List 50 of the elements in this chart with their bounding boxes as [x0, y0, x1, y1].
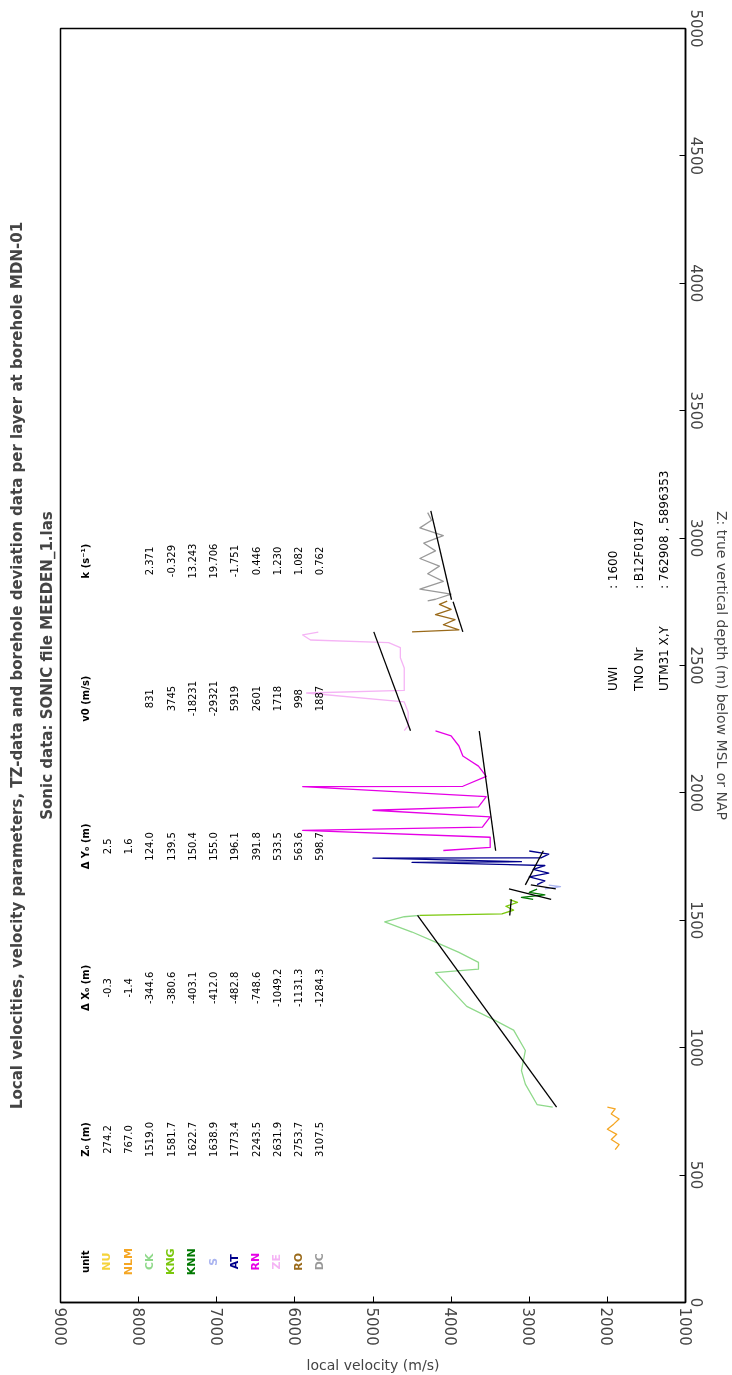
- x-tick-label: 8000: [128, 1307, 147, 1346]
- text: S: [206, 1257, 220, 1266]
- x-tick-label: 3000: [519, 1307, 538, 1346]
- text: RN: [249, 1252, 262, 1271]
- text: DC: [312, 1253, 326, 1271]
- text: CK: [142, 1252, 156, 1271]
- y-tick-label: 1500: [686, 901, 705, 940]
- y-tick-label: 1000: [686, 1028, 705, 1067]
- text: ZE: [270, 1253, 284, 1270]
- legend-label: NU: [100, 1252, 114, 1271]
- text: Sonic data: SONIC file MEEDEN_1.las: [37, 511, 56, 820]
- text: 1622.7 -403.1 150.4 -18231 13.243: [186, 543, 198, 1157]
- y-tick-label: 2000: [686, 773, 705, 812]
- text: 2753.7 -1131.3 563.6 998 1.082: [293, 546, 304, 1157]
- text: Local velocities, velocity parameters, TZ-data and borehole deviation data per layer at borehole MDN-01: [7, 221, 26, 1110]
- x-tick-label: 9000: [50, 1307, 69, 1346]
- text: AT: [227, 1253, 241, 1270]
- text: 3107.5 -1284.3 598.7 1887 0.762: [314, 546, 326, 1157]
- y-tick-label: 2500: [686, 646, 705, 685]
- text: UWI : 1600: [605, 550, 620, 691]
- y-tick-label: 0: [686, 1297, 705, 1308]
- x-tick-label: 6000: [284, 1307, 303, 1346]
- x-tick-label: 7000: [206, 1307, 225, 1346]
- y-tick-label: 5000: [686, 9, 705, 48]
- y-tick-label: 3500: [686, 391, 705, 430]
- text: 1638.9 -412.0 155.0 -29321 19.706: [208, 543, 219, 1157]
- x-tick-label: 2000: [597, 1307, 616, 1346]
- text: KNN: [185, 1248, 199, 1276]
- text: TNO Nr : B12F0187: [631, 520, 646, 691]
- text: 767.0 -1.4 1.6: [123, 838, 134, 1154]
- text: Z₀ (m) Δ X₀ (m) Δ Y₀ (m) v0 (m/s) k (s⁻¹): [80, 543, 91, 1157]
- text: NLM: [121, 1248, 135, 1276]
- text: 274.2 -0.3 2.5: [101, 838, 113, 1154]
- y-axis-title: Z: true vertical depth (m) below MSL or NAP: [713, 510, 730, 821]
- y-tick-label: 4000: [686, 264, 705, 303]
- x-tick-label: 4000: [441, 1307, 460, 1346]
- text: UTM31 X,Y : 762908 , 5896353: [657, 470, 672, 691]
- text: 1773.4 -482.8 196.1 5919 -1.751: [229, 544, 241, 1157]
- text: KNG: [164, 1248, 177, 1276]
- text: 1581.7 -380.6 139.5 3745 -0.329: [165, 544, 177, 1157]
- text: 2243.5 -748.6 391.8 2601 0.446: [250, 546, 262, 1157]
- y-tick-label: 3000: [686, 519, 705, 558]
- legend-title: unit: [80, 1250, 91, 1273]
- x-axis-title: local velocity (m/s): [306, 1356, 440, 1373]
- text: 1519.0 -344.6 124.0 831 2.371: [144, 546, 156, 1157]
- y-tick-label: 4500: [686, 136, 705, 175]
- text: RO: [291, 1252, 305, 1271]
- y-tick-label: 500: [686, 1160, 705, 1190]
- text: 2631.9 -1049.2 533.5 1718 1.230: [271, 546, 283, 1157]
- x-tick-label: 5000: [363, 1307, 381, 1346]
